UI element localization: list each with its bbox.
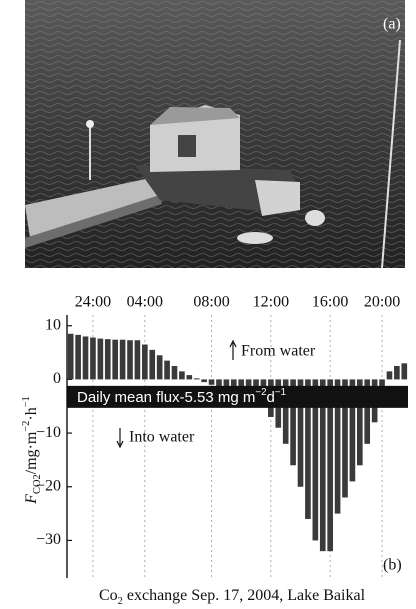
photo: (a) xyxy=(25,0,405,269)
chart: −30 −20 −10 0 10 24:00 04:00 08:00 12:00 16:00 20:… xyxy=(21,294,408,607)
arrow-up xyxy=(229,339,237,360)
panel-label: (a) xyxy=(383,16,401,33)
text-piece: F xyxy=(23,494,40,505)
y-tick-label: −20 xyxy=(36,477,61,494)
text-piece: CO xyxy=(32,479,43,494)
text-piece: 2 xyxy=(32,474,43,479)
text-piece: −2 xyxy=(21,421,32,432)
text-piece: 2 xyxy=(118,596,123,607)
bar xyxy=(208,379,215,385)
arrow-down xyxy=(116,428,124,449)
text-piece: −2 xyxy=(255,387,266,398)
bar xyxy=(356,379,363,466)
bar xyxy=(201,379,207,383)
y-tick-label: 0 xyxy=(53,370,61,387)
bar xyxy=(75,334,81,380)
bar xyxy=(312,379,319,541)
bar xyxy=(349,379,356,482)
bar xyxy=(82,336,89,380)
bar xyxy=(401,363,408,380)
bar xyxy=(156,355,163,380)
bar xyxy=(334,379,341,514)
bar xyxy=(142,344,148,380)
bar xyxy=(282,379,289,444)
x-tick-label: 20:00 xyxy=(364,294,400,311)
text-piece: −1 xyxy=(275,387,286,398)
bar xyxy=(112,339,119,380)
text-piece: /mg·m xyxy=(23,431,40,474)
text-piece: ·h xyxy=(23,407,40,420)
bar xyxy=(171,365,178,380)
x-axis-title: Co2 exchange Sep. 17, 2004, Lake Baikal xyxy=(99,587,366,607)
bar xyxy=(216,379,222,388)
into-water: Into water xyxy=(129,429,195,446)
x-tick-label: 08:00 xyxy=(193,294,229,311)
y-axis-title: FCO2/mg·m−2·h−1 xyxy=(21,396,43,505)
bar xyxy=(394,365,400,380)
bar xyxy=(97,338,104,380)
bar xyxy=(127,340,133,380)
text-piece: Co xyxy=(99,587,118,604)
bar xyxy=(364,379,371,444)
annotation-band xyxy=(67,385,408,408)
y-tick-label: −30 xyxy=(36,531,61,548)
bar xyxy=(305,379,311,519)
y-tick-label: −10 xyxy=(36,424,61,441)
bar xyxy=(297,379,304,487)
annotation: Daily mean flux-5.53 mg m−2d−1 xyxy=(77,387,286,406)
bar xyxy=(342,379,348,498)
x-tick-label: 04:00 xyxy=(127,294,163,311)
bar xyxy=(164,360,170,380)
panel-label: (b) xyxy=(383,557,402,574)
bar xyxy=(104,339,111,380)
x-tick-label: 12:00 xyxy=(253,294,289,311)
text-piece: d xyxy=(267,389,275,406)
text-piece: −1 xyxy=(21,396,32,407)
x-tick-label: 16:00 xyxy=(312,294,348,311)
text-piece: exchange Sep. 17, 2004, Lake Baikal xyxy=(123,587,366,604)
bar xyxy=(386,371,393,380)
from-water: From water xyxy=(241,343,316,360)
bar xyxy=(134,340,141,380)
bar xyxy=(67,333,74,380)
bar xyxy=(290,379,296,466)
bar xyxy=(223,379,230,391)
bar xyxy=(119,339,126,380)
bar xyxy=(179,371,185,380)
bar xyxy=(319,379,326,552)
bar xyxy=(90,337,96,380)
bar xyxy=(149,349,156,380)
bar xyxy=(193,378,200,380)
x-tick-label: 24:00 xyxy=(75,294,111,311)
text-piece: Daily mean flux-5.53 mg m xyxy=(77,389,255,406)
bar xyxy=(327,379,333,552)
y-tick-label: 10 xyxy=(45,316,61,333)
bar xyxy=(186,375,193,380)
